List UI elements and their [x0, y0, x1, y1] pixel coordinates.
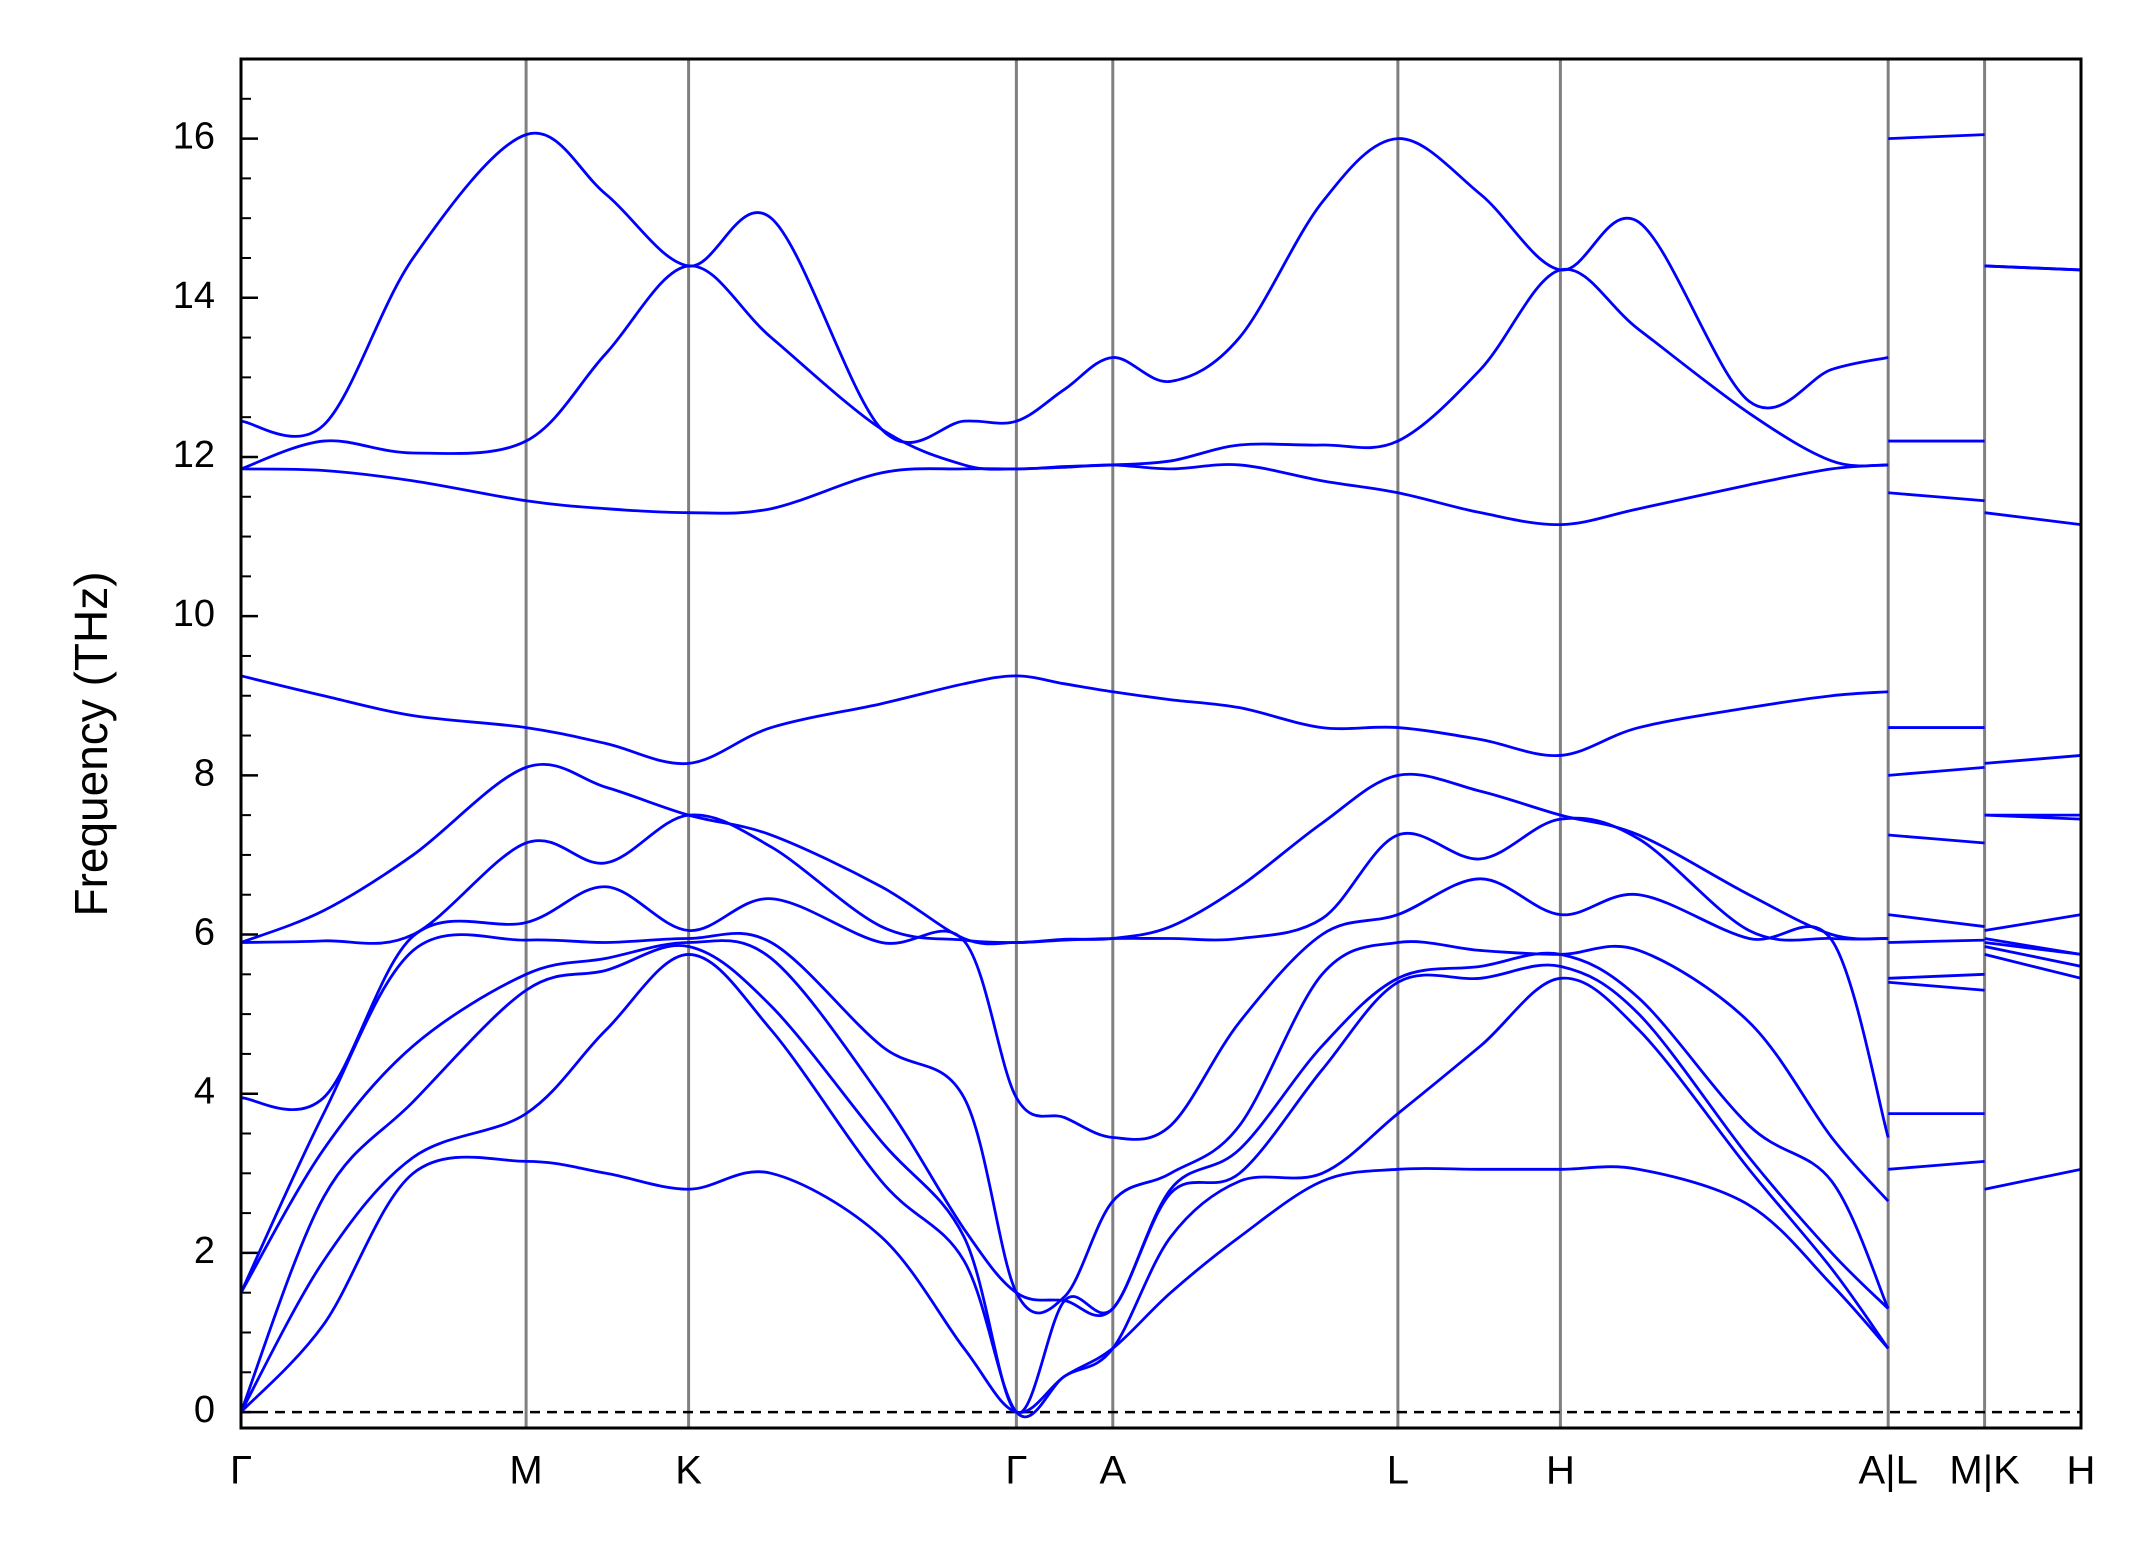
x-tick-label: M|K — [1949, 1449, 2020, 1493]
x-tick-label: K — [675, 1449, 702, 1493]
x-tick-label: L — [1387, 1449, 1409, 1493]
band-line — [241, 953, 2081, 1419]
band-line — [241, 762, 2081, 946]
y-tick-label: 0 — [194, 1389, 215, 1431]
x-tick-label: Γ — [230, 1449, 252, 1493]
y-tick-label: 14 — [173, 275, 215, 317]
x-tick-label: M — [509, 1449, 542, 1493]
y-tick-label: 12 — [173, 434, 215, 476]
x-tick-label: H — [2067, 1449, 2096, 1493]
x-tick-label: H — [1546, 1449, 1575, 1493]
band-line — [241, 931, 2081, 1315]
y-tick-label: 10 — [173, 593, 215, 635]
y-tick-label: 4 — [194, 1071, 215, 1113]
y-tick-label: 6 — [194, 912, 215, 954]
band-line — [241, 944, 2081, 1414]
y-axis-label: Frequency (THz) — [65, 571, 117, 916]
y-tick-label: 16 — [173, 116, 215, 158]
x-tick-label: Γ — [1005, 1449, 1027, 1493]
band-line — [241, 877, 2081, 1141]
band-line — [241, 674, 2081, 766]
x-tick-label: A|L — [1859, 1449, 1918, 1493]
band-line — [241, 131, 2081, 444]
plot-frame — [239, 57, 2083, 1430]
x-tick-label: A — [1099, 1449, 1126, 1493]
y-tick-label: 8 — [194, 752, 215, 794]
y-tick-label: 2 — [194, 1230, 215, 1272]
